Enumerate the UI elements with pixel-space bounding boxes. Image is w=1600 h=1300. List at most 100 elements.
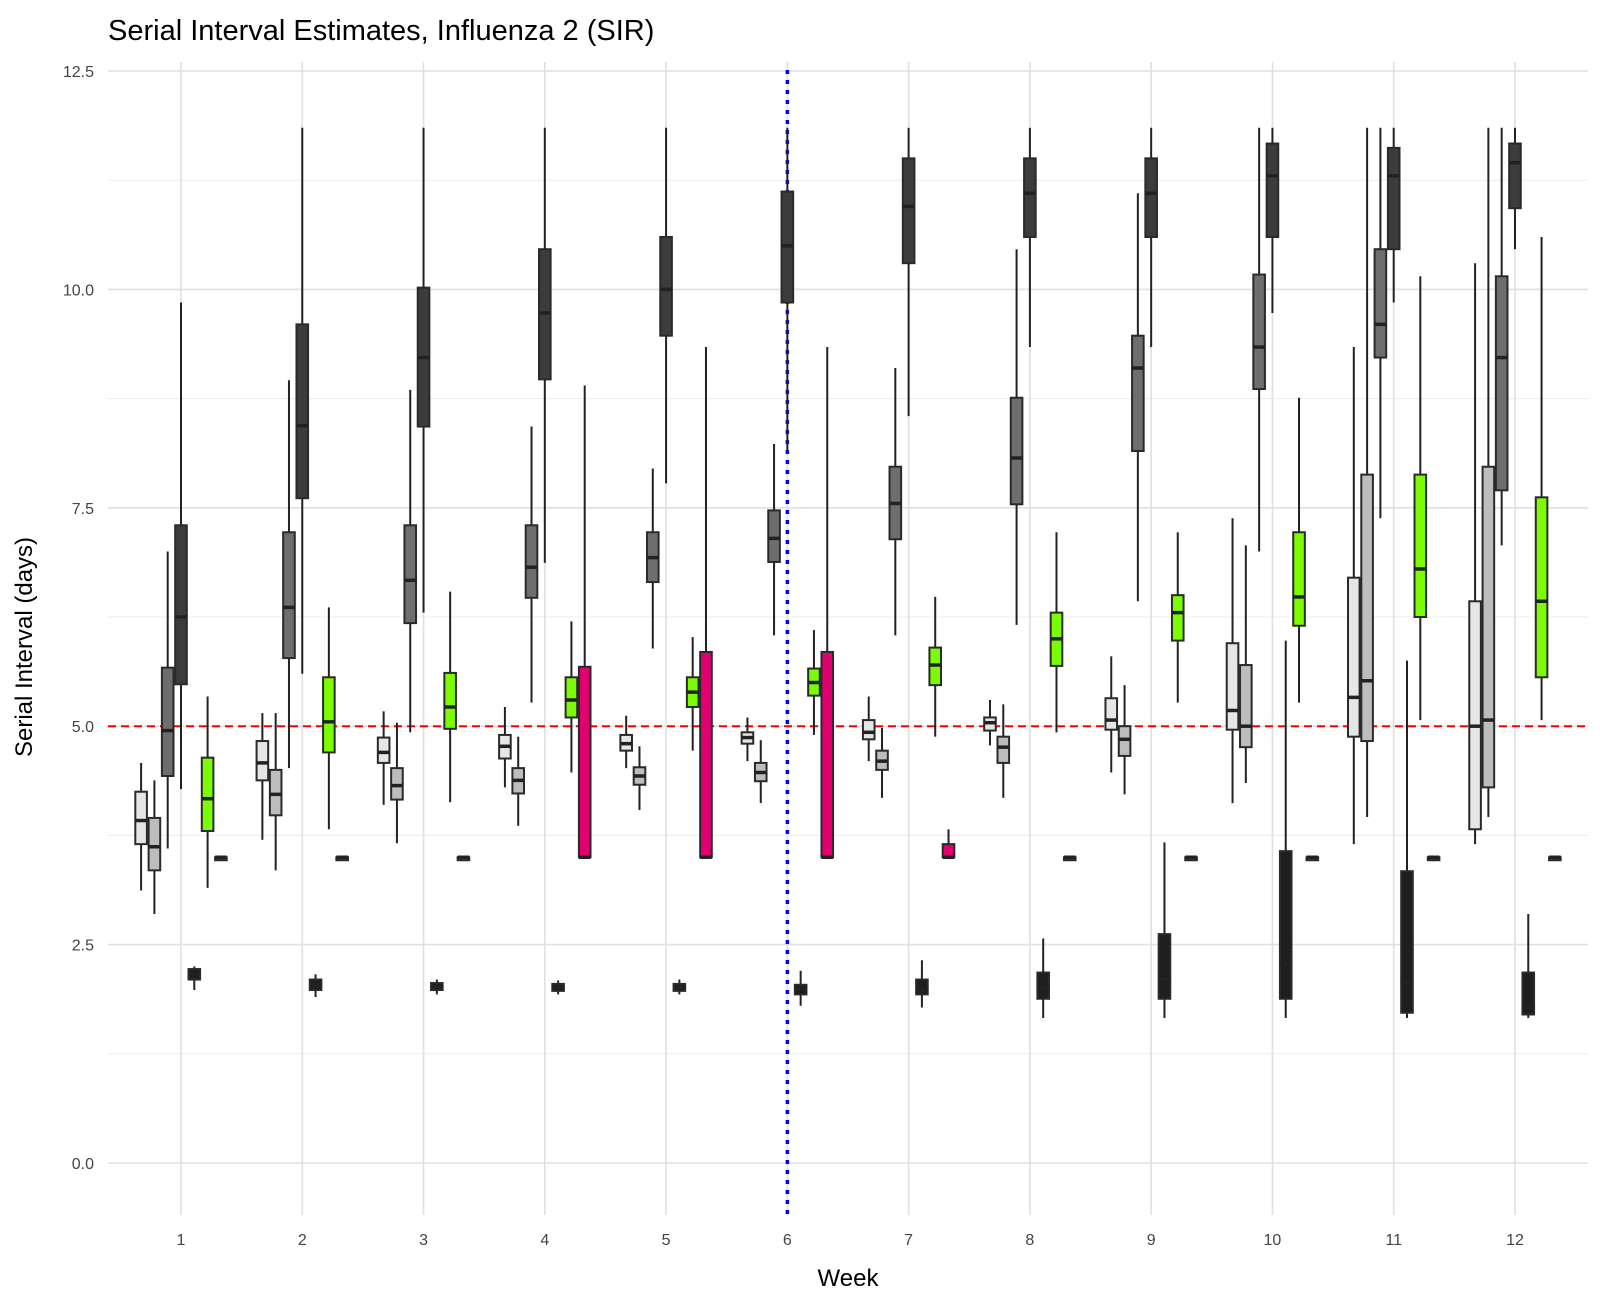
box xyxy=(577,665,592,859)
boxplot-week-10-slot-6 xyxy=(1305,855,1320,862)
boxplot-week-11-slot-4 xyxy=(1400,660,1414,1018)
boxplot-week-9-slot-6 xyxy=(1184,855,1198,862)
boxplot-week-3-slot-0 xyxy=(376,711,391,805)
y-tick-label: 12.5 xyxy=(63,64,94,81)
box xyxy=(1131,334,1145,453)
boxplot-week-1-slot-1 xyxy=(147,780,162,915)
box xyxy=(1468,600,1482,831)
boxplot-week-8-slot-5 xyxy=(1049,532,1064,733)
box xyxy=(1252,273,1266,390)
box xyxy=(1023,157,1037,238)
box xyxy=(1292,531,1306,627)
boxplot-week-12-slot-2 xyxy=(1494,127,1509,546)
boxplot-week-6-slot-3 xyxy=(780,127,795,452)
box xyxy=(174,524,188,686)
box xyxy=(941,843,956,859)
boxplot-week-2-slot-4 xyxy=(308,974,323,998)
chart-title: Serial Interval Estimates, Influenza 2 (… xyxy=(108,15,654,47)
boxplot-week-5-slot-2 xyxy=(645,468,660,649)
box xyxy=(1534,496,1549,679)
box xyxy=(322,676,336,754)
box xyxy=(282,531,296,660)
box xyxy=(1239,664,1253,749)
box xyxy=(134,790,148,846)
y-tick-label: 0.0 xyxy=(72,1156,94,1173)
boxplot-week-8-slot-6 xyxy=(1062,855,1077,862)
box xyxy=(1494,275,1509,492)
boxplot-week-2-slot-0 xyxy=(255,713,270,840)
boxplot-week-1-slot-5 xyxy=(200,696,215,888)
boxplot-week-10-slot-2 xyxy=(1252,127,1266,552)
box xyxy=(1373,248,1388,359)
box xyxy=(403,524,418,625)
y-tick-label: 5.0 xyxy=(72,719,94,736)
x-tick-label: 7 xyxy=(904,1232,913,1249)
box xyxy=(295,323,310,500)
boxplot-week-5-slot-3 xyxy=(659,127,673,484)
boxplot-week-7-slot-4 xyxy=(915,960,929,1008)
box xyxy=(564,676,579,719)
boxplots xyxy=(134,127,1562,1018)
boxplot-week-1-slot-6 xyxy=(214,855,228,862)
boxplot-week-4-slot-1 xyxy=(511,736,526,826)
box xyxy=(659,235,673,337)
box xyxy=(1265,142,1280,238)
box xyxy=(147,816,162,872)
box xyxy=(1170,594,1185,642)
box xyxy=(1225,642,1240,731)
boxplot-week-4-slot-2 xyxy=(524,426,539,703)
boxplot-week-4-slot-0 xyxy=(498,706,512,788)
boxplot-week-5-slot-4 xyxy=(672,979,687,995)
boxplot-week-9-slot-1 xyxy=(1117,685,1132,795)
boxplot-week-12-slot-4 xyxy=(1521,914,1536,1018)
boxplot-week-12-slot-3 xyxy=(1508,127,1522,250)
box xyxy=(443,671,457,730)
boxplot-week-11-slot-5 xyxy=(1413,276,1428,721)
boxplot-week-4-slot-3 xyxy=(538,127,552,563)
box xyxy=(820,650,835,859)
boxplot-week-9-slot-0 xyxy=(1104,656,1119,773)
boxplot-week-12-slot-6 xyxy=(1548,855,1562,862)
box xyxy=(160,666,175,777)
box xyxy=(1157,933,1172,1000)
boxplot-week-11-slot-6 xyxy=(1426,855,1441,862)
boxplot-week-3-slot-2 xyxy=(403,389,418,733)
boxplot-week-8-slot-4 xyxy=(1036,938,1050,1018)
boxplot-week-2-slot-3 xyxy=(295,127,310,674)
boxplot-week-6-slot-1 xyxy=(753,740,768,804)
box xyxy=(915,978,929,996)
box xyxy=(1009,396,1024,506)
boxplot-week-3-slot-5 xyxy=(443,591,457,803)
boxplot-week-7-slot-2 xyxy=(888,368,903,636)
box xyxy=(200,756,215,833)
boxplot-week-9-slot-2 xyxy=(1131,193,1145,602)
boxplot-week-3-slot-1 xyxy=(390,722,404,844)
x-tick-label: 4 xyxy=(540,1232,549,1249)
box xyxy=(1347,576,1361,738)
boxplot-week-11-slot-3 xyxy=(1386,127,1401,303)
box xyxy=(376,736,391,764)
boxplot-week-12-slot-1 xyxy=(1481,127,1496,818)
box xyxy=(767,509,781,563)
tick-labels: 0.02.55.07.510.012.51 2 3 4 5 6 7 8 9 10 11 12 xyxy=(63,64,1524,1249)
box xyxy=(1508,142,1522,210)
boxplot-week-6-slot-4 xyxy=(793,970,808,1006)
boxplot-week-7-slot-6 xyxy=(941,829,956,859)
boxplot-week-11-slot-2 xyxy=(1373,127,1388,519)
boxplot-week-2-slot-5 xyxy=(322,607,336,830)
boxplot-week-2-slot-6 xyxy=(335,855,349,862)
boxplot-week-8-slot-3 xyxy=(1023,127,1037,348)
boxplot-week-4-slot-4 xyxy=(551,980,565,995)
x-tick-label: 11 xyxy=(1385,1232,1402,1249)
y-axis-label: Serial Interval (days) xyxy=(11,537,38,757)
y-tick-label: 2.5 xyxy=(72,938,94,955)
box xyxy=(524,524,539,599)
box xyxy=(901,157,916,265)
boxplot-week-7-slot-5 xyxy=(928,596,943,737)
boxplot-week-10-slot-4 xyxy=(1278,640,1293,1018)
x-tick-label: 3 xyxy=(419,1232,428,1249)
boxplot-week-10-slot-0 xyxy=(1225,518,1240,804)
boxplot-week-6-slot-2 xyxy=(767,444,781,636)
boxplot-week-5-slot-1 xyxy=(632,746,647,811)
